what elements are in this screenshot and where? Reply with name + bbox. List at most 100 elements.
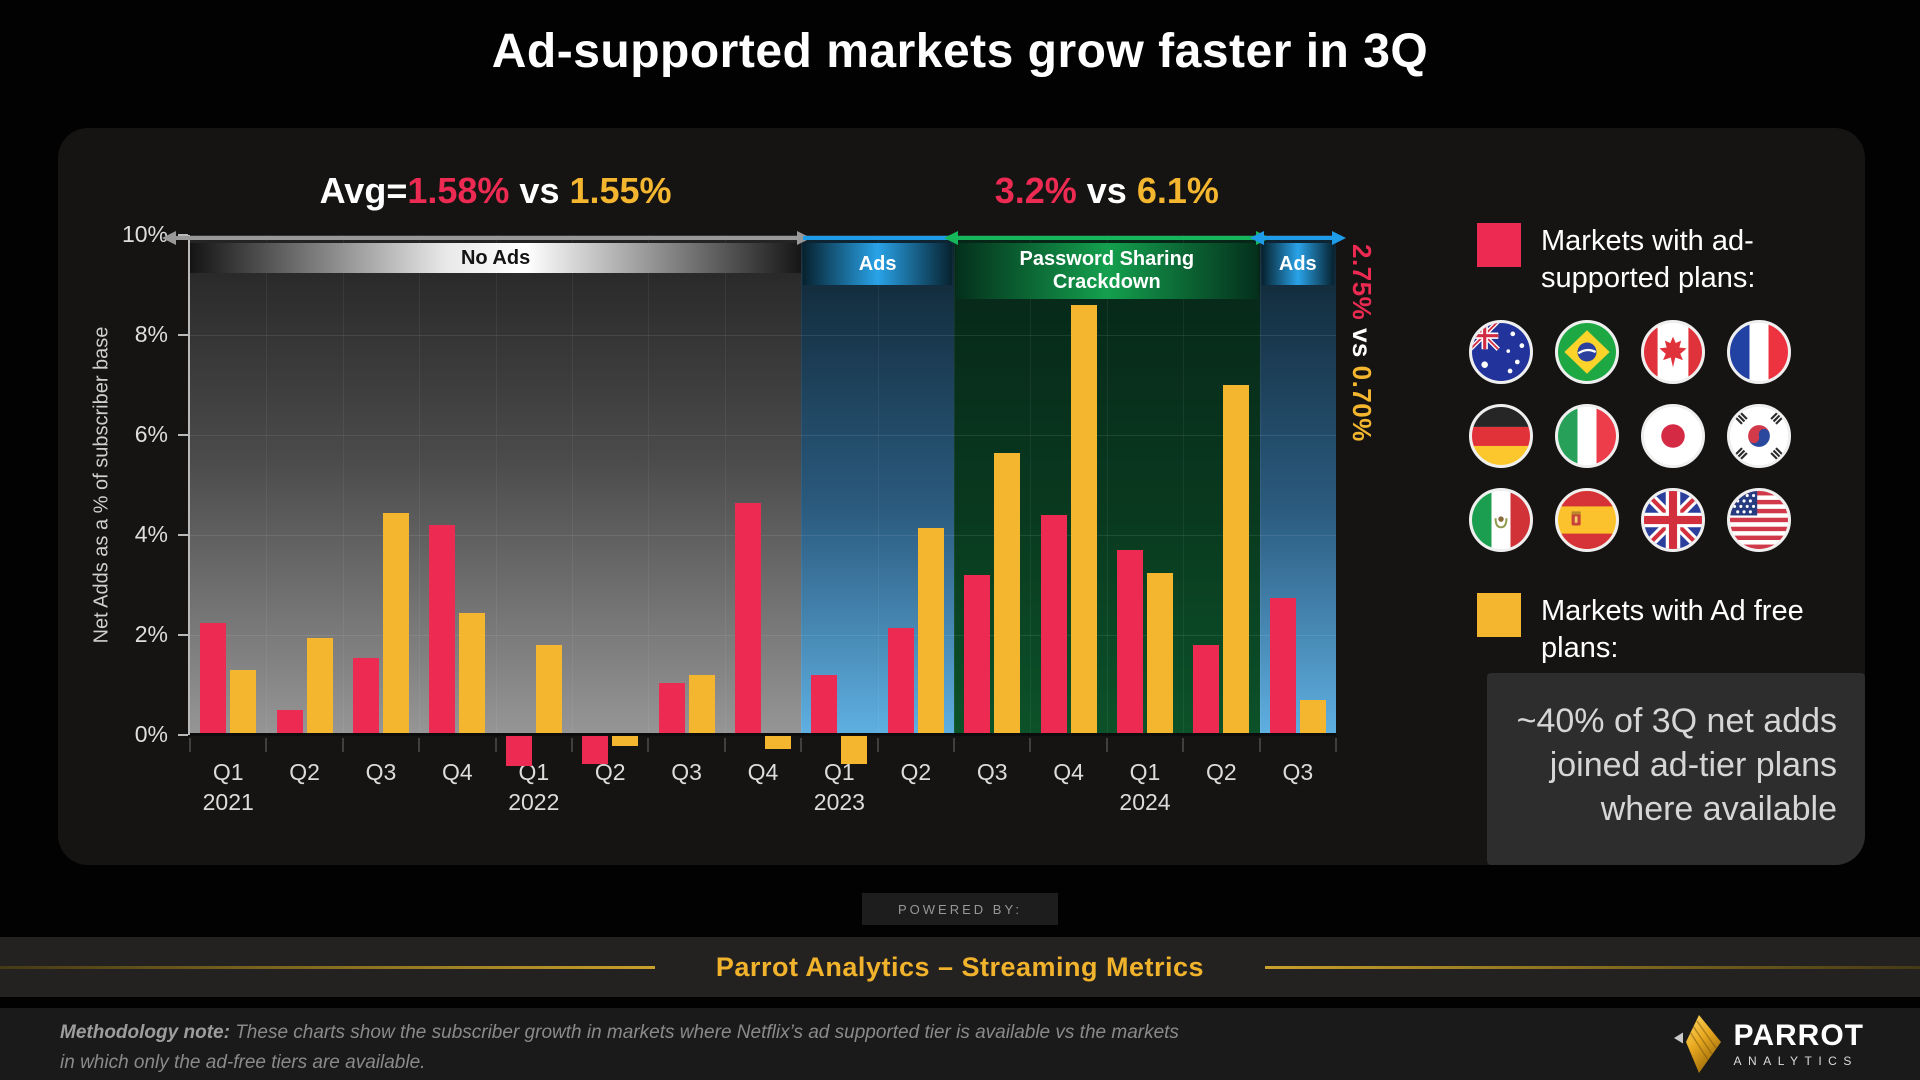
gridline-h-4 [190, 535, 1336, 536]
y-tick-label-6%: 6% [134, 421, 168, 447]
gridline-v-7 [724, 235, 726, 735]
x-tick-label-Q3-2023: Q3 [976, 759, 1008, 785]
gridline-h-2 [190, 635, 1336, 636]
bar-ad-free-Q2-2023 [917, 527, 944, 735]
y-tick-mark-0 [178, 234, 188, 236]
parrot-analytics-logo: PARROT ANALYTICS [1672, 1014, 1864, 1074]
bar-ad-supported-Q4-2023 [1040, 515, 1067, 735]
gridline-v-12 [1106, 235, 1108, 735]
x-tick-label-Q1-2021: Q1 2021 [202, 759, 254, 815]
bar-ad-supported-Q1-2023 [811, 675, 838, 735]
bar-ad-supported-Q3-2024 [1269, 597, 1296, 735]
arrow-head-left-3 [1249, 231, 1264, 245]
bar-ad-free-Q1-2021 [230, 670, 257, 735]
bar-ad-free-Q3-2024 [1299, 700, 1326, 735]
x-tick-label-Q3-2021: Q3 [365, 759, 397, 785]
bar-ad-free-Q3-2022 [688, 675, 715, 735]
bar-ad-supported-Q2-2024 [1193, 645, 1220, 735]
y-tick-mark-1 [178, 334, 188, 336]
bar-ad-supported-Q3-2022 [658, 682, 685, 735]
ad-free-swatch [1477, 593, 1521, 637]
bar-ad-supported-Q2-2022 [582, 736, 609, 764]
x-tick-mark-13 [1182, 738, 1185, 752]
zone-band-1: Ads [803, 243, 952, 285]
bar-ad-free-Q4-2022 [765, 736, 791, 749]
legend-ad-free: Markets with Ad free plans: [1477, 593, 1841, 667]
bar-ad-supported-Q4-2022 [735, 502, 761, 735]
x-tick-mark-14 [1258, 738, 1261, 752]
flag-south-korea-icon [1727, 404, 1791, 468]
annotation-part: Avg= [319, 170, 408, 211]
zone-arrow-2 [956, 236, 1258, 240]
arrow-head-left-0 [162, 231, 176, 245]
x-tick-mark-0 [189, 738, 191, 752]
bar-ad-free-Q1-2023 [841, 736, 868, 764]
y-tick-label-8%: 8% [134, 321, 168, 347]
methodology-strip: Methodology note: These charts show the … [0, 1008, 1920, 1080]
x-tick-label-Q2-2024: Q2 [1206, 759, 1237, 785]
zone-band-0: No Ads [190, 243, 802, 273]
methodology-note-text: These charts show the subscriber growth … [60, 1022, 1179, 1073]
x-axis-line [190, 733, 1336, 736]
gridline-v-14 [1259, 235, 1261, 735]
bar-ad-free-Q2-2024 [1223, 385, 1250, 735]
x-tick-mark-6 [647, 738, 650, 752]
methodology-note: Methodology note: These charts show the … [60, 1018, 1180, 1078]
legend-ad-supported: Markets with ad-supported plans: [1477, 223, 1841, 297]
flag-uk-icon [1641, 488, 1705, 552]
parrot-logo-subtitle: ANALYTICS [1733, 1053, 1858, 1068]
brand-line-left [0, 966, 655, 969]
y-tick-label-2%: 2% [134, 621, 168, 647]
brand-line-right [1265, 966, 1920, 969]
bar-ad-free-Q1-2024 [1147, 572, 1173, 735]
callout-note: ~40% of 3Q net adds joined ad-tier plans… [1487, 673, 1865, 865]
annotation-q3-2024: 2.75% vs 0.70% [1346, 244, 1377, 442]
flag-japan-icon [1641, 404, 1705, 468]
ad-supported-swatch [1477, 223, 1521, 267]
gridline-v-4 [495, 235, 497, 735]
parrot-logo-title: PARROT [1733, 1018, 1864, 1052]
gridline-v-11 [1030, 235, 1032, 735]
gridline-v-1 [266, 235, 268, 735]
flag-france-icon [1727, 320, 1791, 384]
annotation-part: 6.1% [1136, 170, 1219, 211]
x-tick-mark-7 [723, 738, 726, 752]
gridline-v-3 [419, 235, 421, 735]
annotation-part: 2.75% [1347, 244, 1377, 321]
flag-spain-icon [1555, 488, 1619, 552]
x-tick-mark-1 [265, 738, 268, 752]
x-tick-label-Q4-2023: Q4 [1053, 759, 1084, 785]
flag-germany-icon [1469, 404, 1533, 468]
bar-ad-free-Q4-2023 [1070, 305, 1097, 735]
x-tick-label-Q4-2022: Q4 [747, 759, 779, 785]
y-tick-mark-3 [178, 534, 188, 536]
flag-australia-icon [1469, 320, 1533, 384]
bar-ad-supported-Q1-2022 [505, 736, 532, 766]
x-tick-label-Q2-2021: Q2 [289, 759, 320, 785]
gridline-h-6 [190, 435, 1336, 436]
bar-ad-supported-Q1-2021 [200, 622, 227, 735]
flag-italy-icon [1555, 404, 1619, 468]
y-tick-mark-2 [178, 434, 188, 436]
page-title: Ad-supported markets grow faster in 3Q [491, 25, 1429, 78]
x-tick-label-Q1-2022: Q1 2022 [508, 759, 560, 815]
annotation-part: 3.2% [994, 170, 1077, 211]
bar-ad-free-Q3-2021 [383, 512, 409, 735]
parrot-logo-icon [1673, 1015, 1721, 1073]
y-tick-label-4%: 4% [134, 521, 168, 547]
bar-ad-supported-Q2-2023 [887, 627, 914, 735]
flag-canada-icon [1641, 320, 1705, 384]
gridline-v-9 [877, 235, 879, 735]
flags-grid [1469, 320, 1791, 552]
gridline-v-13 [1183, 235, 1185, 735]
bar-ad-free-Q4-2021 [459, 612, 486, 735]
annotation-part: vs [1347, 320, 1377, 366]
bar-ad-free-Q3-2023 [994, 452, 1021, 735]
annotation-part: 1.58% [407, 170, 510, 211]
x-tick-label-Q3-2022: Q3 [671, 759, 702, 785]
y-axis-title: Net Adds as a % of subscriber base [90, 326, 113, 644]
flag-brazil-icon [1555, 320, 1619, 384]
annotation-part: 1.55% [569, 170, 672, 211]
gridline-v-10 [954, 235, 955, 735]
